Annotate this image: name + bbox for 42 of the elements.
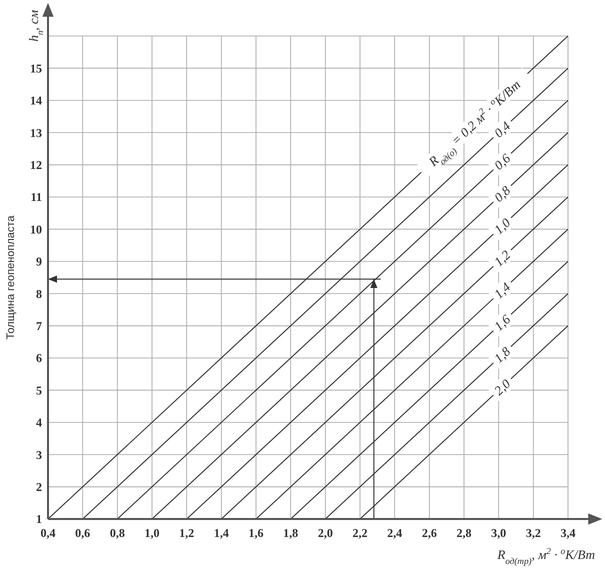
x-tick-label: 2,6 [422,526,437,540]
text: 2,0 [491,376,514,398]
y-tick-label: 10 [30,222,42,236]
text: 1,4 [491,279,514,302]
y-tick-label: 7 [36,319,42,333]
x-axis-title: R$_{од(тр)}$, м$^{2}$ · $^{о}$K/Вт [496,546,595,566]
y-tick-label: 1 [36,512,42,526]
x-tick-label: 1,4 [214,526,229,540]
text: 1,8 [491,343,514,366]
y-tick-label: 2 [36,480,42,494]
y-tick-label: 9 [36,254,42,269]
text: 1,2 [491,246,514,270]
text: 0,8 [491,182,514,205]
text: 1,6 [491,311,514,334]
y-tick-label: 14 [30,94,42,108]
x-tick-label: 1,8 [283,526,298,540]
y-tick-label: 15 [30,61,42,76]
y-tick-label: 8 [36,286,42,301]
x-tick-label: 0,4 [40,526,56,540]
text: 0,4 [491,118,514,140]
y-axis-title: Толщина геопенопласта [5,214,17,340]
text: 0,6 [491,150,514,173]
x-tick-label: 0,8 [110,526,125,540]
x-tick-label: 0,6 [75,526,90,540]
y-tick-label: 11 [30,190,42,204]
x-tick-label: 1,6 [248,526,264,540]
x-tick-label: 2,4 [387,526,402,540]
x-tick-label: 1,2 [179,526,194,540]
y-tick-label: 6 [36,351,42,366]
y-tick-label: 3 [36,448,42,462]
x-tick-label: 2,8 [456,526,472,540]
y-tick-label: 4 [36,416,42,430]
x-tick-label: 3,4 [560,526,576,540]
x-tick-label: 2,0 [318,526,333,540]
x-tick-label: 2,2 [352,526,368,540]
text: 1,0 [491,214,514,238]
y-tick-label: 12 [30,158,42,172]
x-tick-label: 3,2 [526,526,541,540]
y-tick-label: 13 [30,126,42,140]
y-tick-label: 5 [36,383,42,398]
x-tick-label: 1,0 [144,526,160,540]
x-tick-label: 3,0 [491,526,506,540]
